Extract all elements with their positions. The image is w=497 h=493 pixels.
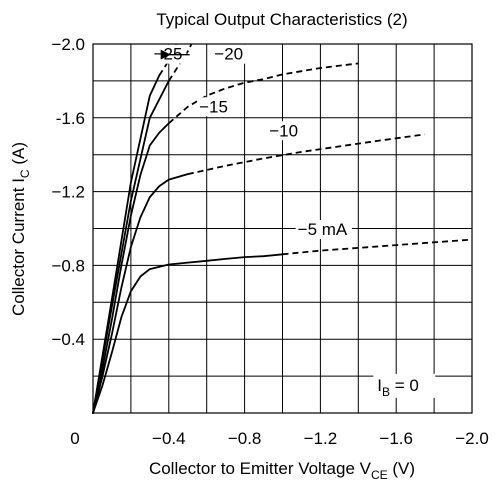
annotation-ib-sub: B: [382, 385, 390, 399]
curve-label-3: −20: [214, 45, 243, 64]
x-axis-title-main: Collector to Emitter Voltage V: [149, 459, 372, 478]
curve-dashed-series-2: [168, 62, 359, 124]
y-axis-title: Collector Current IC (A): [9, 142, 32, 316]
y-axis-title-unit: (A): [9, 142, 28, 169]
y-tick-label-1: -1.6: [56, 109, 85, 128]
x-tick-label-0: 0: [70, 429, 79, 448]
x-axis-title-unit: (V): [388, 459, 415, 478]
y-tick-label-4: −0.4: [51, 330, 85, 349]
curve-solid-series-0: [92, 253, 284, 414]
chart-title: Typical Output Characteristics (2): [156, 10, 407, 29]
x-tick-label-5: −2.0: [455, 429, 489, 448]
y-axis-title-sub: C: [18, 169, 32, 178]
curve-labels: −5 mA−10−15−20−25IB = 0: [151, 44, 436, 399]
y-tick-label-0: −2.0: [51, 35, 85, 54]
annotation-ib-main: I: [377, 376, 382, 395]
curve-label-1: −10: [269, 121, 298, 140]
x-axis-title-sub: CE: [371, 468, 388, 482]
y-tick-label-2: −1.2: [51, 183, 85, 202]
curve-label-2: −15: [199, 97, 228, 116]
curve-dashed-series-4: [158, 43, 178, 76]
curve-dashed-series-0: [282, 238, 473, 256]
curve-dashed-series-1: [187, 133, 425, 175]
curve-label-background-1: [267, 121, 303, 141]
y-axis-title-main: Collector Current I: [9, 178, 28, 316]
curve-solid-series-4: [92, 74, 161, 414]
curve-label-0: −5 mA: [298, 220, 348, 239]
x-axis-title: Collector to Emitter Voltage VCE (V): [149, 459, 415, 482]
x-tick-label-4: −1.6: [379, 429, 413, 448]
annotation-ib-rest: = 0: [390, 376, 419, 395]
curve-label-background-3: [212, 44, 248, 64]
curves: [92, 43, 473, 414]
curve-label-background-2: [197, 97, 232, 117]
annotation-background-0: [373, 373, 436, 398]
plot-frame: [92, 43, 473, 414]
curve-solid-series-1: [92, 173, 189, 414]
y-tick-label-3: −0.8: [51, 256, 85, 275]
x-tick-label-2: −0.8: [228, 429, 262, 448]
tick-labels: 0 −0.4 −0.8 −1.2 −1.6 −2.0 −2.0 -1.6 −1.2 −0.8 −0.…: [51, 35, 488, 448]
x-tick-label-1: −0.4: [152, 429, 186, 448]
annotation-ib-0: IB = 0: [377, 376, 419, 399]
curve-solid-series-2: [92, 122, 170, 414]
x-tick-label-3: −1.2: [304, 429, 338, 448]
label-arrow-head: [160, 49, 171, 60]
curve-label-background-0: [295, 219, 352, 239]
